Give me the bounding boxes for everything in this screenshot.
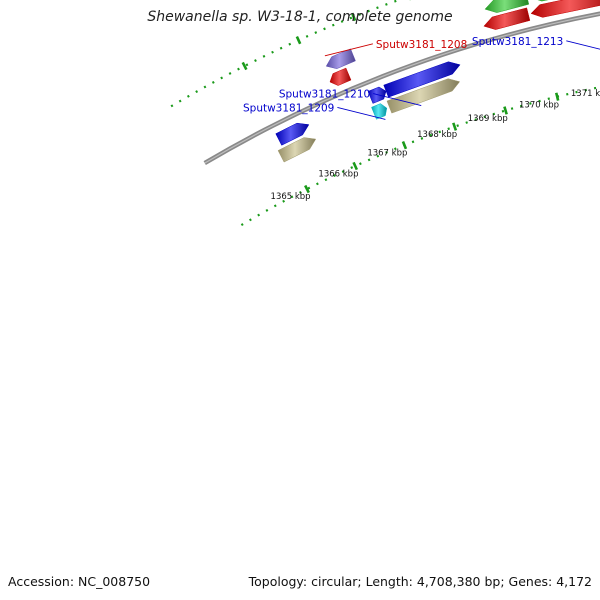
gene-arrow <box>367 86 387 104</box>
gene-label-leader <box>324 43 374 57</box>
gene-label-leader <box>566 40 600 50</box>
position-label: 1368 kbp <box>417 130 457 140</box>
gene-arrow <box>386 78 461 114</box>
genome-backbone-highlight <box>204 13 600 164</box>
gene-arrow <box>537 0 549 2</box>
inner-major-tick <box>503 106 508 115</box>
outer-major-tick <box>241 61 248 71</box>
gene-arrow <box>329 67 352 86</box>
inner-major-tick <box>452 122 458 131</box>
outer-major-tick <box>295 35 302 45</box>
inner-major-tick <box>554 92 560 101</box>
position-label: 1367 kbp <box>367 149 407 159</box>
position-label: 1365 kbp <box>271 192 311 202</box>
gene-label: Sputw3181_1209 <box>243 102 334 114</box>
gene-label: Sputw3181_1210 <box>279 89 370 101</box>
map-title: Shewanella sp. W3-18-1, complete genome <box>147 9 453 25</box>
inner-dotted-ring <box>240 86 600 227</box>
gene-arrow <box>325 48 356 69</box>
gene-label: Sputw3181_1213 <box>472 36 563 48</box>
gene-arrow <box>275 122 310 146</box>
position-label: 1369 kbp <box>468 114 508 124</box>
gene-arrow <box>371 103 388 120</box>
gene-label: Sputw3181_1208 <box>376 39 467 51</box>
accession-text: Accession: NC_008750 <box>8 574 151 589</box>
gene-arrow <box>277 137 317 163</box>
gene-label-leader <box>337 106 386 120</box>
position-label: 1370 kbp <box>519 100 559 110</box>
inner-major-tick <box>401 140 408 150</box>
inner-major-tick <box>304 184 310 194</box>
outer-major-tick <box>350 12 357 22</box>
gene-arrow <box>484 0 530 13</box>
inner-major-tick <box>352 161 359 171</box>
gene-arrow <box>530 0 600 18</box>
gene-arrow <box>483 7 531 30</box>
gene-arrow <box>383 61 461 98</box>
genome-summary-text: Topology: circular; Length: 4,708,380 bp… <box>245 574 592 589</box>
gene-label-leader <box>373 93 422 107</box>
position-label: 1366 kbp <box>318 169 358 179</box>
position-label: 1371 kbp <box>571 89 600 99</box>
